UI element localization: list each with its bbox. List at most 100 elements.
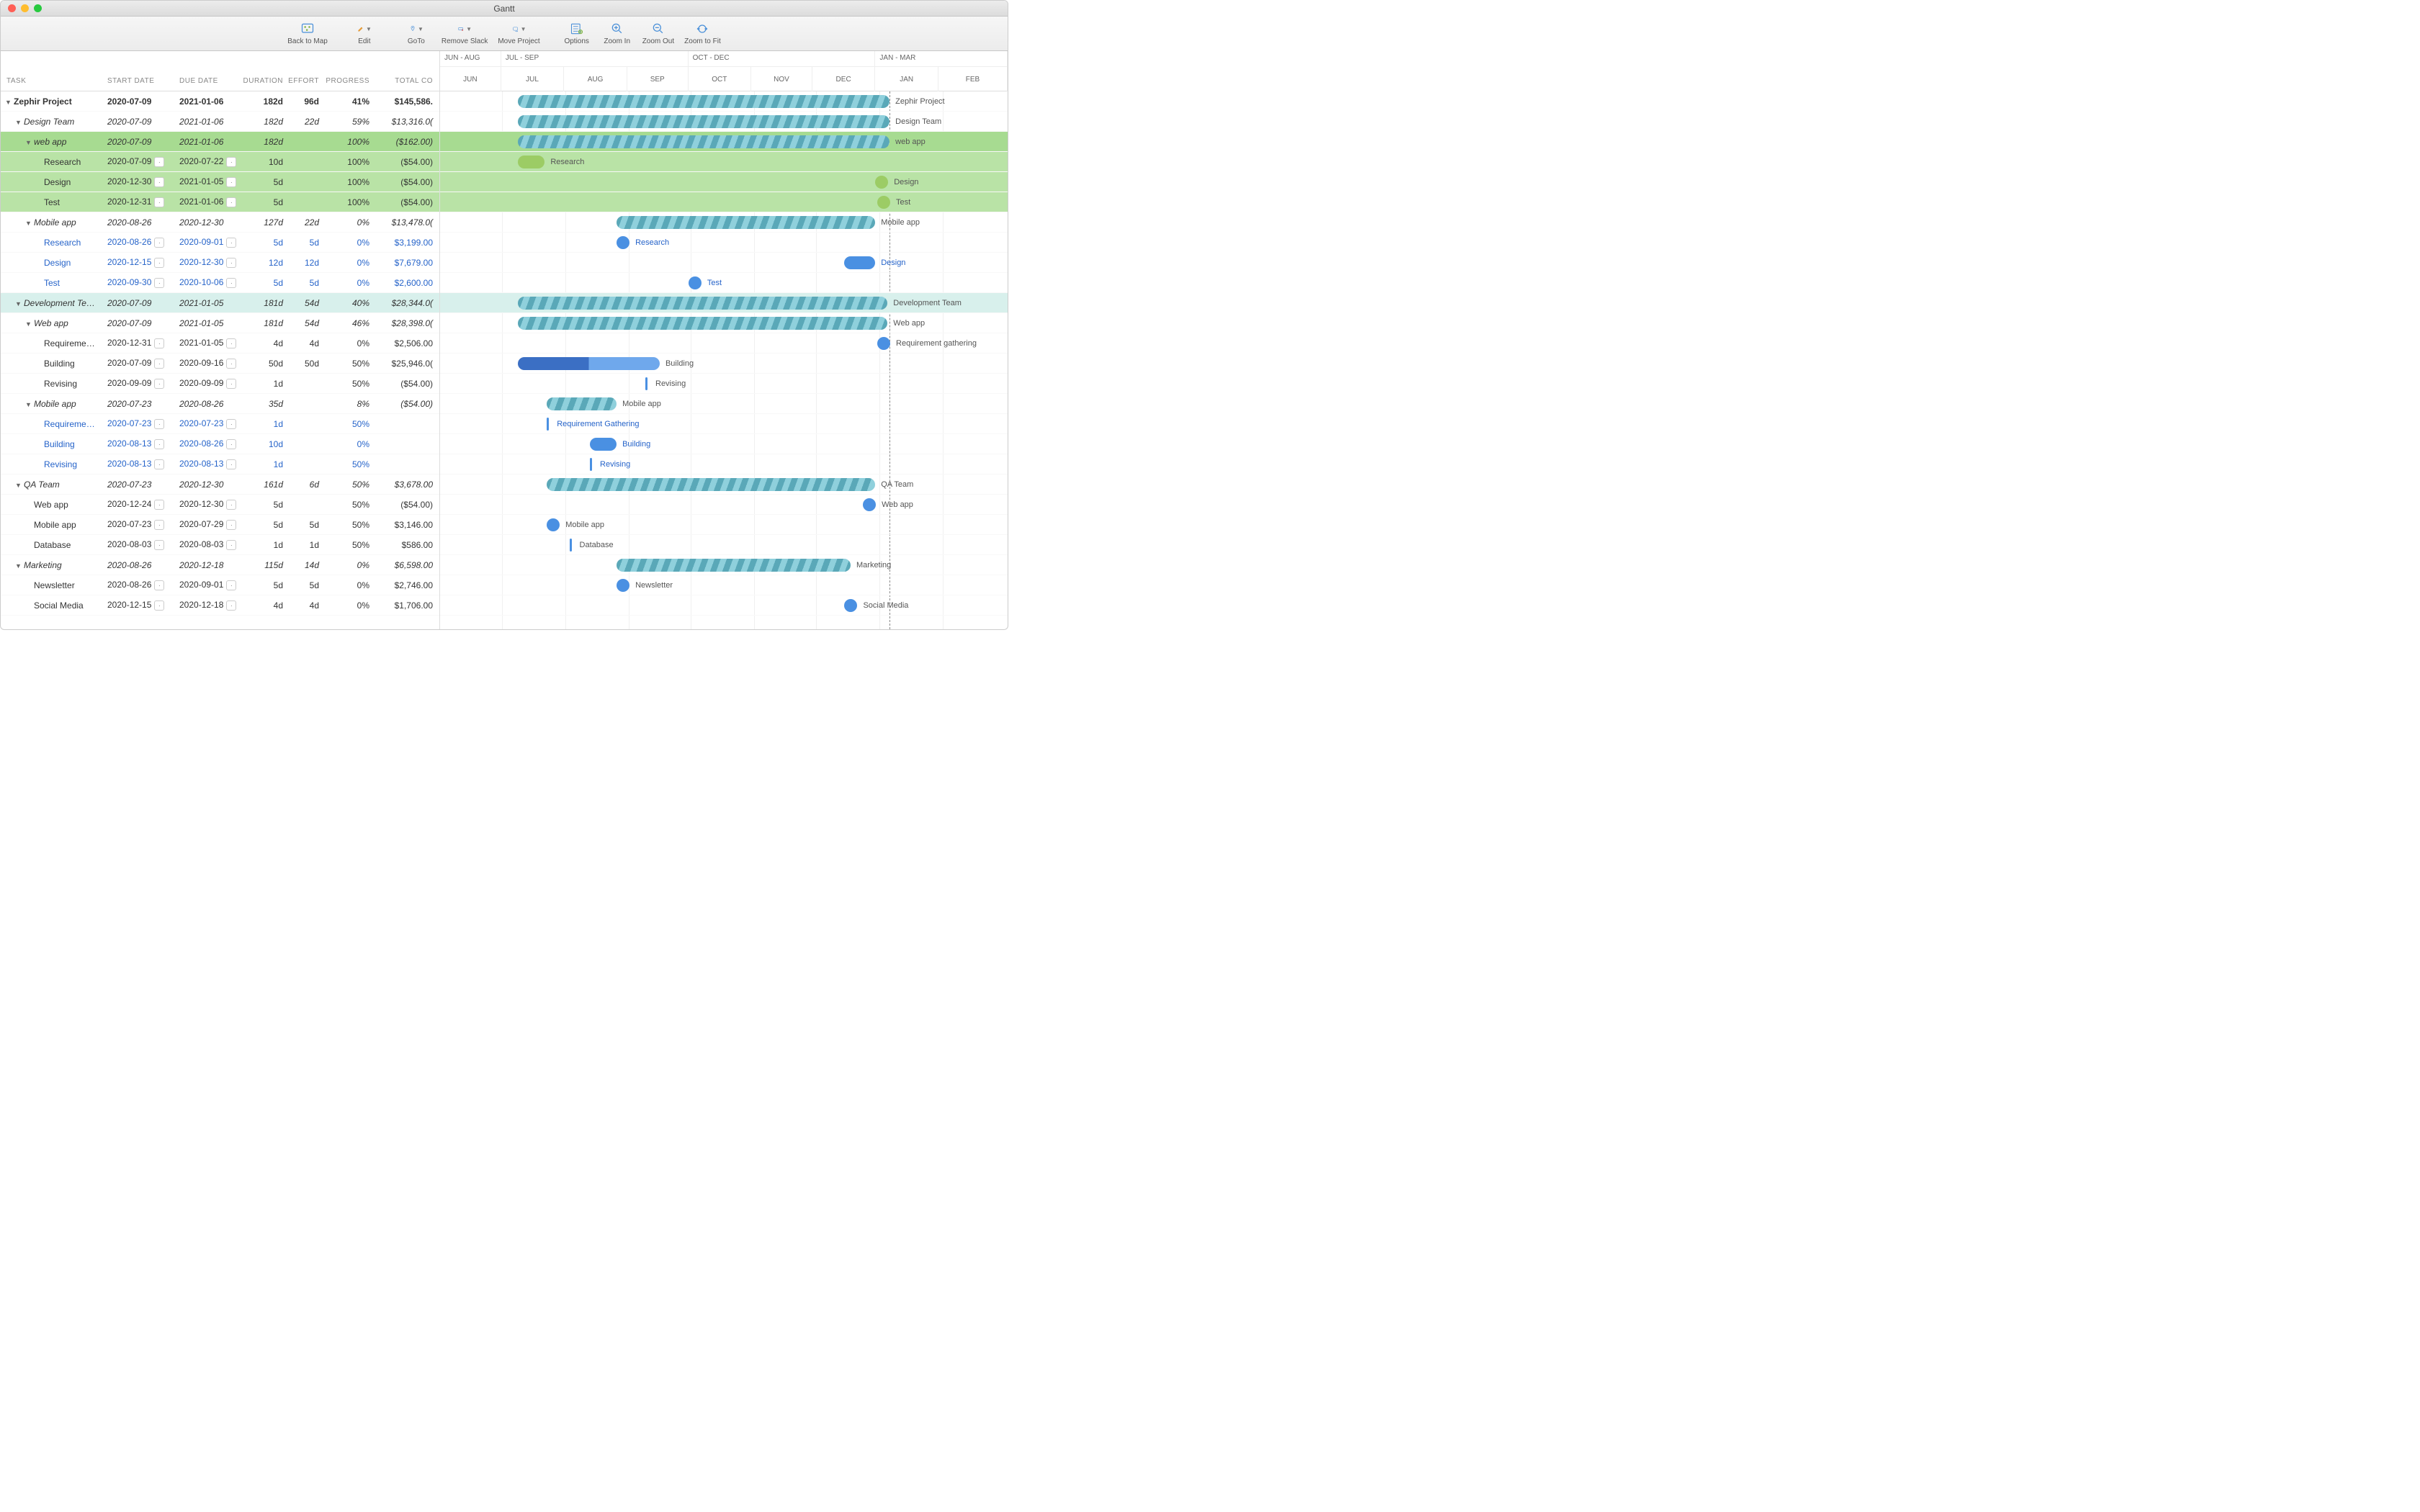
gantt-bar[interactable]: [518, 156, 544, 168]
gantt-bar[interactable]: [518, 135, 889, 148]
chart-row[interactable]: QA Team: [440, 474, 1008, 495]
chart-row[interactable]: web app: [440, 132, 1008, 152]
date-picker-button[interactable]: ·: [226, 359, 236, 369]
expand-icon[interactable]: ▼: [15, 562, 22, 570]
date-picker-button[interactable]: ·: [226, 600, 236, 611]
date-picker-button[interactable]: ·: [226, 238, 236, 248]
gantt-bar[interactable]: [590, 438, 617, 451]
date-picker-button[interactable]: ·: [154, 600, 164, 611]
date-picker-button[interactable]: ·: [154, 500, 164, 510]
task-row[interactable]: ▼Mobile app2020-07-232020-08-2635d8%($54…: [1, 394, 439, 414]
chart-row[interactable]: Web app: [440, 313, 1008, 333]
minimize-icon[interactable]: [21, 4, 29, 12]
gantt-bar[interactable]: [863, 498, 876, 511]
date-picker-button[interactable]: ·: [154, 157, 164, 167]
task-row[interactable]: Research2020-07-09·2020-07-22·10d100%($5…: [1, 152, 439, 172]
gantt-bar[interactable]: [617, 579, 629, 592]
expand-icon[interactable]: ▼: [25, 401, 32, 408]
gantt-bar[interactable]: [570, 539, 572, 552]
gantt-bar[interactable]: [877, 196, 890, 209]
gantt-bar[interactable]: [518, 357, 660, 370]
gantt-bar[interactable]: [547, 518, 560, 531]
chart-row[interactable]: Research: [440, 152, 1008, 172]
expand-icon[interactable]: ▼: [25, 139, 32, 146]
task-row[interactable]: Social Media2020-12-15·2020-12-18·4d4d0%…: [1, 595, 439, 616]
date-picker-button[interactable]: ·: [226, 379, 236, 389]
column-header[interactable]: TOTAL CO: [375, 51, 439, 91]
gantt-bar[interactable]: [547, 418, 549, 431]
chart-row[interactable]: Design: [440, 172, 1008, 192]
date-picker-button[interactable]: ·: [154, 177, 164, 187]
task-row[interactable]: ▼Marketing2020-08-262020-12-18115d14d0%$…: [1, 555, 439, 575]
date-picker-button[interactable]: ·: [154, 419, 164, 429]
task-row[interactable]: Requirement gat2020-12-31·2021-01-05·4d4…: [1, 333, 439, 354]
date-picker-button[interactable]: ·: [226, 177, 236, 187]
chart-row[interactable]: Test: [440, 192, 1008, 212]
gantt-bar[interactable]: [617, 236, 629, 249]
task-row[interactable]: Mobile app2020-07-23·2020-07-29·5d5d50%$…: [1, 515, 439, 535]
gantt-bar[interactable]: [518, 115, 889, 128]
task-row[interactable]: Requirement Ga2020-07-23·2020-07-23·1d50…: [1, 414, 439, 434]
task-row[interactable]: Building2020-08-13·2020-08-26·10d0%: [1, 434, 439, 454]
task-row[interactable]: Design2020-12-30·2021-01-05·5d100%($54.0…: [1, 172, 439, 192]
column-header[interactable]: PROGRESS: [325, 51, 375, 91]
gantt-bar[interactable]: [518, 297, 887, 310]
expand-icon[interactable]: ▼: [15, 482, 22, 489]
date-picker-button[interactable]: ·: [154, 459, 164, 469]
chart-row[interactable]: Building: [440, 354, 1008, 374]
column-header[interactable]: DUE DATE: [174, 51, 246, 91]
zoom-in-button[interactable]: Zoom In: [598, 17, 637, 50]
chart-row[interactable]: Newsletter: [440, 575, 1008, 595]
date-picker-button[interactable]: ·: [154, 520, 164, 530]
zoom-fit-button[interactable]: Zoom to Fit: [680, 17, 725, 50]
chart-row[interactable]: Requirement gathering: [440, 333, 1008, 354]
date-picker-button[interactable]: ·: [226, 419, 236, 429]
date-picker-button[interactable]: ·: [226, 580, 236, 590]
remove-slack-button[interactable]: ▼Remove Slack: [437, 17, 492, 50]
zoom-out-button[interactable]: Zoom Out: [638, 17, 678, 50]
date-picker-button[interactable]: ·: [154, 278, 164, 288]
task-row[interactable]: ▼Zephir Project2020-07-092021-01-06182d9…: [1, 91, 439, 112]
chart-row[interactable]: Web app: [440, 495, 1008, 515]
task-row[interactable]: Web app2020-12-24·2020-12-30·5d50%($54.0…: [1, 495, 439, 515]
date-picker-button[interactable]: ·: [154, 540, 164, 550]
task-row[interactable]: Database2020-08-03·2020-08-03·1d1d50%$58…: [1, 535, 439, 555]
task-row[interactable]: Research2020-08-26·2020-09-01·5d5d0%$3,1…: [1, 233, 439, 253]
chart-row[interactable]: Mobile app: [440, 212, 1008, 233]
gantt-bar[interactable]: [617, 216, 875, 229]
column-header[interactable]: START DATE: [102, 51, 174, 91]
date-picker-button[interactable]: ·: [226, 278, 236, 288]
expand-icon[interactable]: ▼: [25, 220, 32, 227]
gantt-bar[interactable]: [645, 377, 647, 390]
task-row[interactable]: ▼QA Team2020-07-232020-12-30161d6d50%$3,…: [1, 474, 439, 495]
date-picker-button[interactable]: ·: [226, 500, 236, 510]
close-icon[interactable]: [8, 4, 16, 12]
back-to-map-button[interactable]: Back to Map: [283, 17, 332, 50]
chart-row[interactable]: Building: [440, 434, 1008, 454]
task-row[interactable]: Test2020-09-30·2020-10-06·5d5d0%$2,600.0…: [1, 273, 439, 293]
chart-body[interactable]: Zephir ProjectDesign Teamweb appResearch…: [440, 91, 1008, 629]
chart-row[interactable]: Test: [440, 273, 1008, 293]
move-project-button[interactable]: ▼Move Project: [493, 17, 544, 50]
gantt-bar[interactable]: [547, 478, 875, 491]
gantt-bar[interactable]: [547, 397, 617, 410]
chart-row[interactable]: Social Media: [440, 595, 1008, 616]
gantt-bar[interactable]: [590, 458, 592, 471]
column-header[interactable]: TASK: [1, 51, 102, 91]
task-row[interactable]: Newsletter2020-08-26·2020-09-01·5d5d0%$2…: [1, 575, 439, 595]
expand-icon[interactable]: ▼: [25, 320, 32, 328]
date-picker-button[interactable]: ·: [226, 258, 236, 268]
task-row[interactable]: Building2020-07-09·2020-09-16·50d50d50%$…: [1, 354, 439, 374]
task-row[interactable]: ▼Design Team2020-07-092021-01-06182d22d5…: [1, 112, 439, 132]
gantt-bar[interactable]: [518, 95, 889, 108]
date-picker-button[interactable]: ·: [226, 197, 236, 207]
date-picker-button[interactable]: ·: [226, 439, 236, 449]
date-picker-button[interactable]: ·: [154, 359, 164, 369]
gantt-bar[interactable]: [617, 559, 851, 572]
chart-row[interactable]: Development Team: [440, 293, 1008, 313]
task-row[interactable]: ▼Web app2020-07-092021-01-05181d54d46%$2…: [1, 313, 439, 333]
gantt-bar[interactable]: [844, 256, 875, 269]
chart-row[interactable]: Revising: [440, 454, 1008, 474]
gantt-bar[interactable]: [518, 317, 887, 330]
task-row[interactable]: ▼web app2020-07-092021-01-06182d100%($16…: [1, 132, 439, 152]
